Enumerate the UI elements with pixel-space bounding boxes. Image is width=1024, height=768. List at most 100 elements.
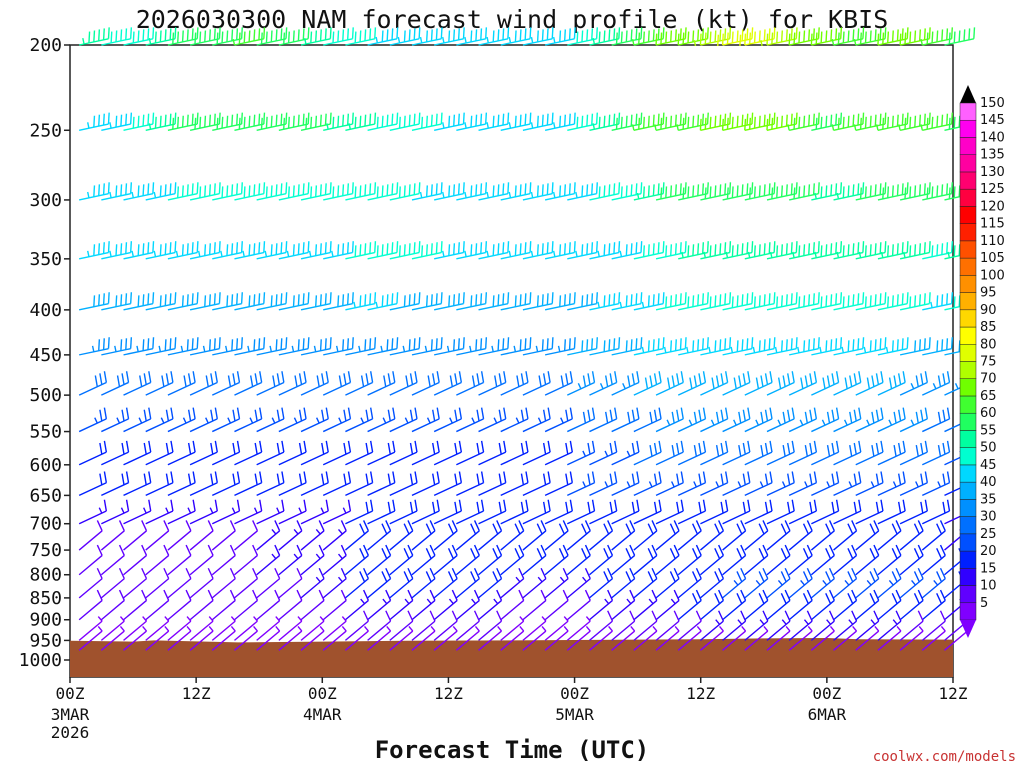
wind-barb	[788, 625, 813, 651]
barb-flag	[680, 371, 684, 383]
barb-flag	[346, 338, 350, 350]
wind-barb	[921, 567, 946, 599]
barb-flag	[591, 407, 596, 419]
barb-flag	[492, 523, 499, 535]
barb-flag	[542, 409, 547, 422]
barb-flag	[120, 339, 123, 351]
wind-barb	[922, 499, 951, 525]
barb-flag	[746, 28, 749, 40]
barb-flag	[768, 293, 771, 305]
wind-barb	[478, 241, 510, 260]
barb-half	[326, 123, 329, 130]
barb-flag	[324, 293, 327, 305]
barb-flag	[897, 442, 902, 455]
barb-flag	[103, 499, 108, 512]
colorbar-min-arrow	[960, 620, 976, 638]
barb-flag	[93, 115, 96, 128]
wind-barb	[100, 520, 125, 551]
barb-flag	[340, 520, 347, 532]
barb-flag	[618, 27, 621, 39]
wind-barb	[766, 407, 795, 433]
barb-flag	[194, 32, 197, 45]
colorbar-swatch	[959, 188, 977, 207]
wind-barb	[700, 182, 732, 201]
barb-flag	[763, 184, 766, 196]
colorbar-label: 115	[980, 217, 1005, 232]
barb-flag	[887, 116, 890, 129]
barb-staff	[544, 381, 573, 396]
barb-flag	[653, 442, 658, 455]
barb-flag	[507, 182, 510, 194]
barb-flag	[387, 442, 391, 455]
wind-barb	[300, 112, 332, 131]
barb-flag	[141, 567, 148, 579]
barb-flag	[859, 32, 862, 45]
barb-flag	[804, 444, 808, 457]
wind-barb	[522, 440, 551, 466]
barb-staff	[211, 510, 240, 525]
barb-flag	[660, 117, 663, 130]
barb-flag	[684, 241, 687, 253]
barb-flag	[724, 471, 729, 483]
barb-staff	[322, 381, 351, 396]
wind-barb	[234, 616, 258, 641]
barb-flag	[680, 471, 684, 483]
barb-flag	[806, 567, 813, 579]
barb-flag	[196, 292, 199, 304]
barb-flag	[396, 241, 399, 253]
barb-staff	[211, 630, 236, 651]
barb-flag	[638, 32, 641, 45]
barb-staff	[300, 381, 329, 396]
barb-flag	[259, 407, 263, 419]
barb-flag	[213, 113, 216, 126]
barb-flag	[392, 471, 396, 483]
barb-flag	[551, 112, 554, 125]
wind-barb	[922, 471, 951, 497]
wind-barb	[899, 589, 924, 621]
barb-flag	[451, 589, 458, 601]
barb-flag	[107, 292, 110, 304]
barb-flag	[665, 31, 668, 43]
barb-flag	[529, 292, 532, 304]
wind-barb	[921, 520, 946, 551]
barb-flag	[677, 33, 680, 46]
barb-flag	[906, 182, 909, 194]
barb-flag	[862, 241, 865, 253]
barb-flag	[874, 339, 877, 351]
wind-barb	[899, 27, 931, 46]
barb-half	[885, 346, 889, 353]
barb-flag	[665, 296, 668, 308]
wind-barb	[189, 625, 214, 651]
barb-flag	[191, 113, 194, 126]
wind-barb	[278, 27, 310, 46]
barb-flag	[536, 523, 543, 535]
barb-flag	[642, 31, 645, 43]
barb-flag	[142, 243, 145, 255]
wind-barb	[633, 407, 662, 433]
barb-flag	[507, 292, 510, 304]
barb-flag	[102, 338, 105, 350]
barb-flag	[714, 571, 721, 583]
barb-flag	[679, 28, 682, 40]
barb-staff	[167, 599, 192, 621]
barb-flag	[862, 337, 865, 349]
barb-flag	[674, 339, 677, 351]
barb-staff	[256, 578, 281, 599]
wind-barb	[344, 589, 370, 621]
barb-flag	[618, 337, 621, 349]
barb-flag	[507, 112, 510, 125]
wind-barb	[677, 471, 707, 497]
barb-flag	[253, 184, 256, 196]
barb-flag	[809, 373, 813, 385]
wind-barb	[211, 520, 236, 551]
barb-flag	[307, 292, 310, 304]
barb-half	[442, 36, 445, 44]
barb-flag	[879, 338, 882, 350]
wind-barbs	[78, 27, 976, 651]
wind-barb	[344, 625, 369, 651]
barb-flag	[342, 184, 345, 196]
wind-barb	[699, 589, 725, 621]
barb-flag	[891, 571, 898, 583]
barb-flag	[453, 243, 456, 255]
barb-flag	[820, 186, 823, 198]
